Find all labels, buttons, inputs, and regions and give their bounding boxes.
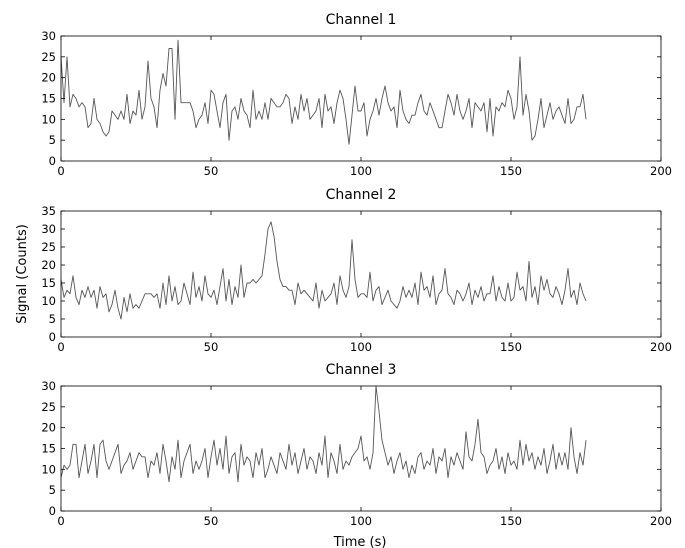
y-tick-label: 10 [41, 294, 56, 308]
x-tick-label: 200 [650, 514, 672, 528]
y-tick-label: 20 [41, 421, 56, 435]
plot-frame [60, 210, 662, 338]
x-tick-label: 50 [204, 340, 219, 354]
panels: Channel 10 50 100 150 200051015202530Channel… [41, 12, 672, 528]
x-tick-label: 0 [57, 164, 64, 178]
y-tick-label: 5 [49, 483, 56, 497]
chart-title: Channel 3 [326, 362, 397, 378]
x-tick-label: 150 [500, 340, 522, 354]
x-tick-label: 100 [350, 340, 372, 354]
x-tick-label: 150 [500, 514, 522, 528]
x-tick-label: 200 [650, 340, 672, 354]
y-tick-label: 0 [49, 504, 56, 518]
y-tick-label: 0 [49, 154, 56, 168]
y-axis-label: Signal (Counts) [15, 224, 30, 324]
x-tick-label: 100 [350, 514, 372, 528]
y-tick-label: 10 [41, 112, 56, 126]
x-axis-label: Time (s) [333, 535, 387, 548]
y-tick-label: 15 [41, 276, 56, 290]
y-tick-label: 35 [41, 204, 56, 218]
chart-panel-1: Channel 1 0 50 100 150 200 0 5 10 15 20 25 30 [41, 12, 672, 178]
series-line-1 [60, 221, 587, 320]
y-tick-label: 5 [49, 312, 56, 326]
plot-frame [60, 385, 662, 512]
chart-title: Channel 2 [326, 187, 397, 203]
y-tick-label: 15 [41, 92, 56, 106]
y-tick-label: 30 [41, 379, 56, 393]
y-tick-label: 30 [41, 222, 56, 236]
chart-title: Channel 1 [326, 12, 397, 28]
y-tick-label: 25 [41, 240, 56, 254]
y-tick-label: 20 [41, 71, 56, 85]
y-tick-label: 0 [49, 330, 56, 344]
y-tick-label: 30 [41, 29, 56, 43]
x-tick-label: 200 [650, 164, 672, 178]
y-tick-label: 25 [41, 400, 56, 414]
x-tick-label: 0 [57, 340, 64, 354]
y-tick-label: 15 [41, 442, 56, 456]
x-tick-label: 50 [204, 164, 219, 178]
y-tick-label: 5 [49, 133, 56, 147]
x-tick-label: 150 [500, 164, 522, 178]
y-tick-label: 20 [41, 258, 56, 272]
x-tick-label: 0 [57, 514, 64, 528]
x-tick-label: 100 [350, 164, 372, 178]
x-tick-label: 50 [204, 514, 219, 528]
chart-panel-3: Channel 3 0 50 100 150 200 0 5 10 15 20 25 30 [41, 362, 672, 528]
y-tick-label: 10 [41, 462, 56, 476]
y-tick-label: 25 [41, 50, 56, 64]
series-line-1 [60, 39, 587, 145]
series-line-1 [60, 385, 587, 483]
